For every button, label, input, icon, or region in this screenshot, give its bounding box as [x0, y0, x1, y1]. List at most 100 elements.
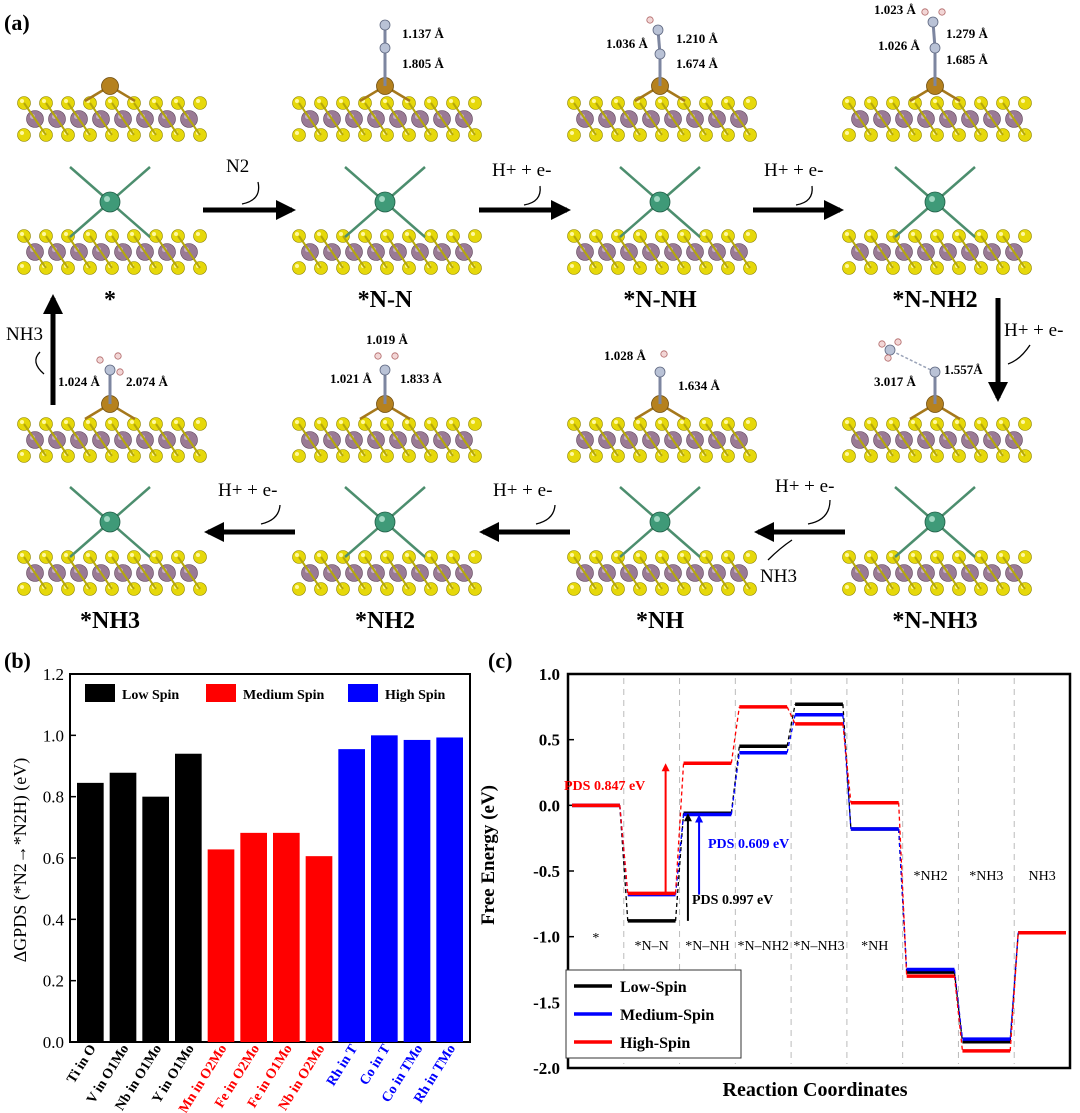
bond-line: [386, 235, 399, 253]
bond-line: [606, 251, 619, 269]
energy-connector: [730, 706, 740, 764]
sulfur-atom: [193, 550, 207, 564]
sulfur-atom: [193, 96, 207, 110]
state-label: NH3: [1028, 869, 1055, 884]
bond-line: [320, 423, 333, 441]
bond-line: [650, 118, 663, 136]
bond-line: [705, 423, 718, 441]
hydrogen-atom: [374, 352, 382, 360]
bar: [338, 749, 365, 1042]
sulfur-atom: [17, 449, 31, 463]
bond-line: [683, 556, 696, 574]
bond-line: [584, 118, 597, 136]
bond-line: [727, 423, 740, 441]
bond-line: [298, 102, 311, 120]
pds-annotation-low: PDS 0.997 eV: [692, 893, 773, 908]
energy-connector: [730, 752, 740, 815]
bond-line: [111, 423, 124, 441]
bond-line: [925, 251, 938, 269]
bond-line: [34, 118, 47, 136]
arrow-label-n2: N2: [226, 156, 249, 177]
bond-line: [408, 423, 421, 441]
bond-line: [298, 235, 311, 253]
energy-connector: [619, 805, 629, 921]
y-tick-label: 0.6: [43, 849, 64, 868]
bond-line: [650, 572, 663, 590]
bond-line: [573, 423, 586, 441]
legend-label-medium-spin: Medium-Spin: [620, 1007, 714, 1024]
nitrogen-atom: [884, 344, 896, 356]
bond-label: 1.036 Å: [606, 36, 649, 51]
bond-line: [342, 423, 355, 441]
bond-line: [991, 251, 1004, 269]
bond-line: [892, 423, 905, 441]
bond-label: 3.017 Å: [874, 374, 917, 389]
bond-line: [705, 235, 718, 253]
bond-line: [1013, 118, 1026, 136]
bond-line: [738, 439, 751, 457]
hydrogen-atom: [878, 340, 886, 348]
bond-line: [78, 439, 91, 457]
bond-line: [45, 423, 58, 441]
slab-top-0: [17, 96, 207, 275]
hydrogen-atom: [884, 354, 892, 362]
bond-line: [936, 556, 949, 574]
curl-step7: [260, 504, 281, 525]
bond-line: [661, 423, 674, 441]
bond-line: [716, 572, 729, 590]
bond-line: [155, 102, 168, 120]
bond-line: [650, 251, 663, 269]
panel-b-label: (b): [4, 648, 31, 673]
bond-line: [23, 556, 36, 574]
y-tick-label: -1.5: [533, 993, 560, 1012]
bond-line: [573, 235, 586, 253]
state-label: *NH2: [913, 869, 947, 884]
bond-line: [617, 102, 630, 120]
bond-line: [639, 235, 652, 253]
bond-line: [375, 251, 388, 269]
energy-legend: Low-Spin Medium-Spin High-Spin: [565, 969, 742, 1059]
sulfur-atom: [567, 582, 581, 596]
adsorbate-nh: [654, 350, 668, 404]
bond-line: [859, 439, 872, 457]
bond-line: [408, 235, 421, 253]
energy-connector: [953, 975, 964, 1051]
bond-line: [298, 556, 311, 574]
bond-line: [947, 118, 960, 136]
arrow-label-step3: H+ + e-: [1004, 320, 1063, 341]
bond-line: [375, 118, 388, 136]
bond-label: 1.685 Å: [946, 52, 989, 67]
legend-label-medium: Medium Spin: [243, 688, 325, 703]
panel-a-label: (a): [4, 10, 30, 35]
bond-line: [309, 572, 322, 590]
energy-connector: [786, 706, 796, 725]
sulfur-atom: [1018, 229, 1032, 243]
bond-line: [584, 439, 597, 457]
bond-line: [34, 439, 47, 457]
bond-label: 1.557Å: [944, 362, 983, 377]
bond-line: [100, 572, 113, 590]
dopant-bottom-3: [894, 486, 976, 558]
bond-line: [683, 102, 696, 120]
pds-annotation-medium: PDS 0.609 eV: [708, 837, 789, 852]
bond-line: [870, 102, 883, 120]
slab-bottom-3: [842, 417, 1032, 596]
bond-line: [331, 118, 344, 136]
bond-line: [298, 423, 311, 441]
bond-line: [628, 251, 641, 269]
bond-line: [45, 235, 58, 253]
sulfur-atom: [567, 128, 581, 142]
bond-line: [650, 439, 663, 457]
bond-line: [67, 556, 80, 574]
bond-line: [925, 439, 938, 457]
bond-line: [738, 572, 751, 590]
state-label: *N–NH3: [793, 939, 844, 954]
adsorption-site-atom: [101, 77, 119, 95]
bond-line: [661, 102, 674, 120]
dopant-atom: [99, 511, 121, 533]
bond-line: [133, 556, 146, 574]
sulfur-atom: [567, 449, 581, 463]
nitrogen-atom: [929, 42, 941, 54]
y-tick-label: 0.0: [539, 796, 560, 815]
